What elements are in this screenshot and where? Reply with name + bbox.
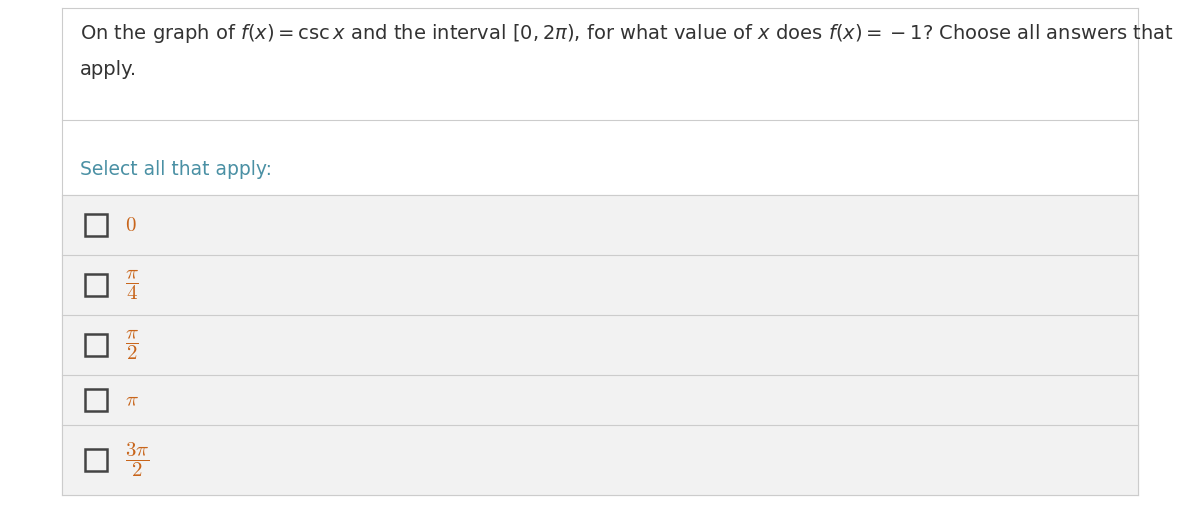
Text: apply.: apply.	[80, 60, 137, 79]
Text: Select all that apply:: Select all that apply:	[80, 160, 272, 179]
Text: $\dfrac{3\pi}{2}$: $\dfrac{3\pi}{2}$	[125, 441, 149, 479]
Text: $\dfrac{\pi}{4}$: $\dfrac{\pi}{4}$	[125, 268, 139, 302]
Text: On the graph of $f(x) = \mathrm{csc}\, x$ and the interval $[0, 2\pi)$, for what: On the graph of $f(x) = \mathrm{csc}\, x…	[80, 22, 1174, 45]
Text: $\dfrac{\pi}{2}$: $\dfrac{\pi}{2}$	[125, 328, 139, 362]
Text: $\pi$: $\pi$	[125, 390, 139, 410]
Text: $0$: $0$	[125, 215, 137, 235]
